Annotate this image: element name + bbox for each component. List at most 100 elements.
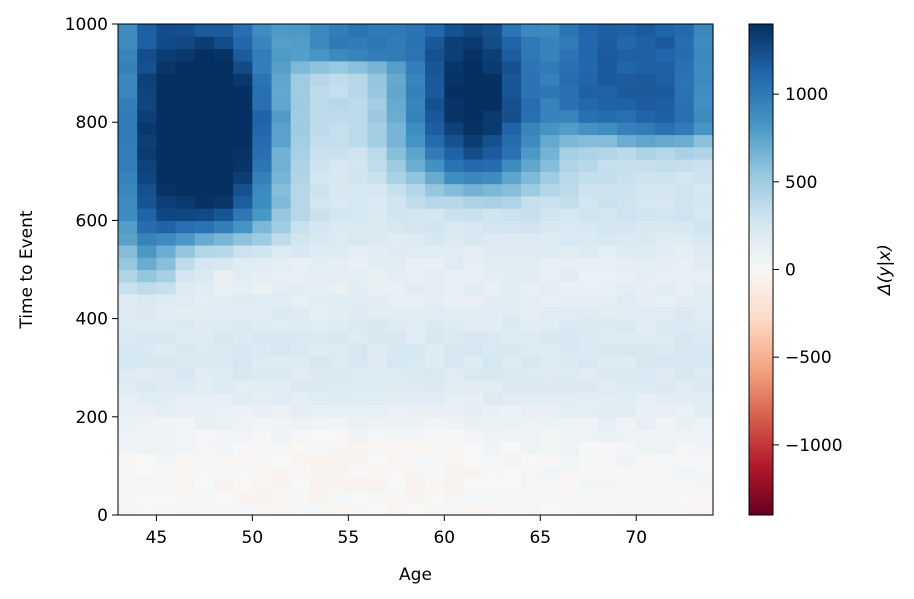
- y-tick-label: 200: [76, 408, 108, 428]
- heatmap-cell: [617, 330, 637, 344]
- heatmap-cell: [233, 48, 253, 62]
- heatmap-cell: [482, 244, 503, 258]
- heatmap-cell: [290, 453, 311, 467]
- heatmap-cell: [194, 134, 215, 148]
- heatmap-cell: [348, 404, 369, 418]
- heatmap-cell: [521, 244, 541, 258]
- heatmap-cell: [405, 208, 426, 222]
- heatmap-cell: [405, 379, 426, 393]
- heatmap-cell: [194, 416, 215, 430]
- heatmap-cell: [175, 281, 196, 295]
- heatmap-cell: [425, 392, 445, 406]
- colorbar-tick-label: 0: [785, 261, 796, 281]
- heatmap-cell: [617, 379, 637, 393]
- heatmap-cell: [194, 159, 215, 172]
- heatmap-cell: [252, 36, 273, 50]
- heatmap-cell: [367, 502, 388, 516]
- heatmap-cell: [194, 379, 215, 393]
- heatmap-cell: [233, 109, 253, 123]
- heatmap-cell: [386, 429, 407, 442]
- heatmap-cell: [444, 134, 465, 148]
- heatmap-cell: [329, 343, 349, 357]
- heatmap-cell: [559, 294, 580, 307]
- heatmap-cell: [137, 318, 157, 332]
- heatmap-cell: [482, 36, 503, 50]
- heatmap-cell: [271, 195, 292, 209]
- heatmap-cell: [540, 244, 561, 258]
- heatmap-cell: [655, 367, 676, 381]
- heatmap-cell: [578, 257, 599, 271]
- heatmap-cell: [674, 392, 695, 406]
- heatmap-cell: [617, 60, 637, 74]
- heatmap-cell: [540, 159, 561, 172]
- heatmap-cell: [233, 36, 253, 50]
- heatmap-cell: [118, 478, 138, 492]
- heatmap-cell: [578, 318, 599, 332]
- heatmap-cell: [137, 85, 157, 99]
- heatmap-cell: [290, 330, 311, 344]
- heatmap-cell: [540, 109, 561, 123]
- heatmap-cell: [482, 24, 503, 37]
- heatmap-cell: [290, 441, 311, 455]
- heatmap-cell: [271, 220, 292, 234]
- heatmap-cell: [194, 453, 215, 467]
- heatmap-cell: [175, 330, 196, 344]
- heatmap-cell: [521, 257, 541, 271]
- heatmap-cell: [655, 453, 676, 467]
- y-axis-label: Time to Event: [17, 210, 37, 330]
- heatmap-cell: [617, 343, 637, 357]
- heatmap-cell: [118, 159, 138, 172]
- heatmap-cell: [405, 73, 426, 86]
- heatmap-cell: [482, 392, 503, 406]
- heatmap-cell: [405, 183, 426, 197]
- heatmap-cell: [463, 97, 484, 111]
- heatmap-cell: [617, 490, 637, 504]
- heatmap-cell: [674, 306, 695, 320]
- heatmap-cell: [137, 502, 157, 516]
- heatmap-cell: [559, 502, 580, 516]
- heatmap-cell: [425, 171, 445, 185]
- heatmap-cell: [444, 465, 465, 479]
- heatmap-cell: [194, 208, 215, 222]
- heatmap-cell: [194, 232, 215, 246]
- heatmap-cell: [693, 109, 714, 123]
- heatmap-cell: [655, 294, 676, 307]
- heatmap-cell: [444, 441, 465, 455]
- heatmap-cell: [521, 220, 541, 234]
- heatmap-cell: [271, 122, 292, 136]
- heatmap-cell: [290, 465, 311, 479]
- heatmap-cell: [156, 490, 177, 504]
- heatmap-cell: [156, 318, 177, 332]
- heatmap-cell: [540, 208, 561, 222]
- heatmap-cell: [578, 195, 599, 209]
- heatmap-cell: [405, 171, 426, 185]
- heatmap-cell: [290, 306, 311, 320]
- heatmap-cell: [329, 490, 349, 504]
- heatmap-cell: [348, 24, 369, 37]
- heatmap-cell: [309, 134, 330, 148]
- heatmap-cell: [655, 478, 676, 492]
- heatmap-cell: [463, 183, 484, 197]
- heatmap-cell: [137, 343, 157, 357]
- heatmap-cell: [233, 453, 253, 467]
- heatmap-cell: [213, 441, 234, 455]
- heatmap-cell: [693, 85, 714, 99]
- heatmap-cell: [655, 392, 676, 406]
- heatmap-cell: [521, 416, 541, 430]
- heatmap-cell: [617, 220, 637, 234]
- heatmap-cell: [617, 502, 637, 516]
- heatmap-cell: [559, 232, 580, 246]
- heatmap-cell: [521, 60, 541, 74]
- heatmap-cell: [156, 367, 177, 381]
- heatmap-cell: [425, 269, 445, 283]
- heatmap-cell: [521, 195, 541, 209]
- heatmap-cell: [329, 60, 349, 74]
- heatmap-cell: [578, 343, 599, 357]
- heatmap-cell: [290, 159, 311, 172]
- heatmap-cell: [309, 171, 330, 185]
- heatmap-cell: [309, 24, 330, 37]
- heatmap-cell: [578, 146, 599, 160]
- heatmap-cell: [367, 109, 388, 123]
- heatmap-cell: [156, 257, 177, 271]
- heatmap-cell: [617, 48, 637, 62]
